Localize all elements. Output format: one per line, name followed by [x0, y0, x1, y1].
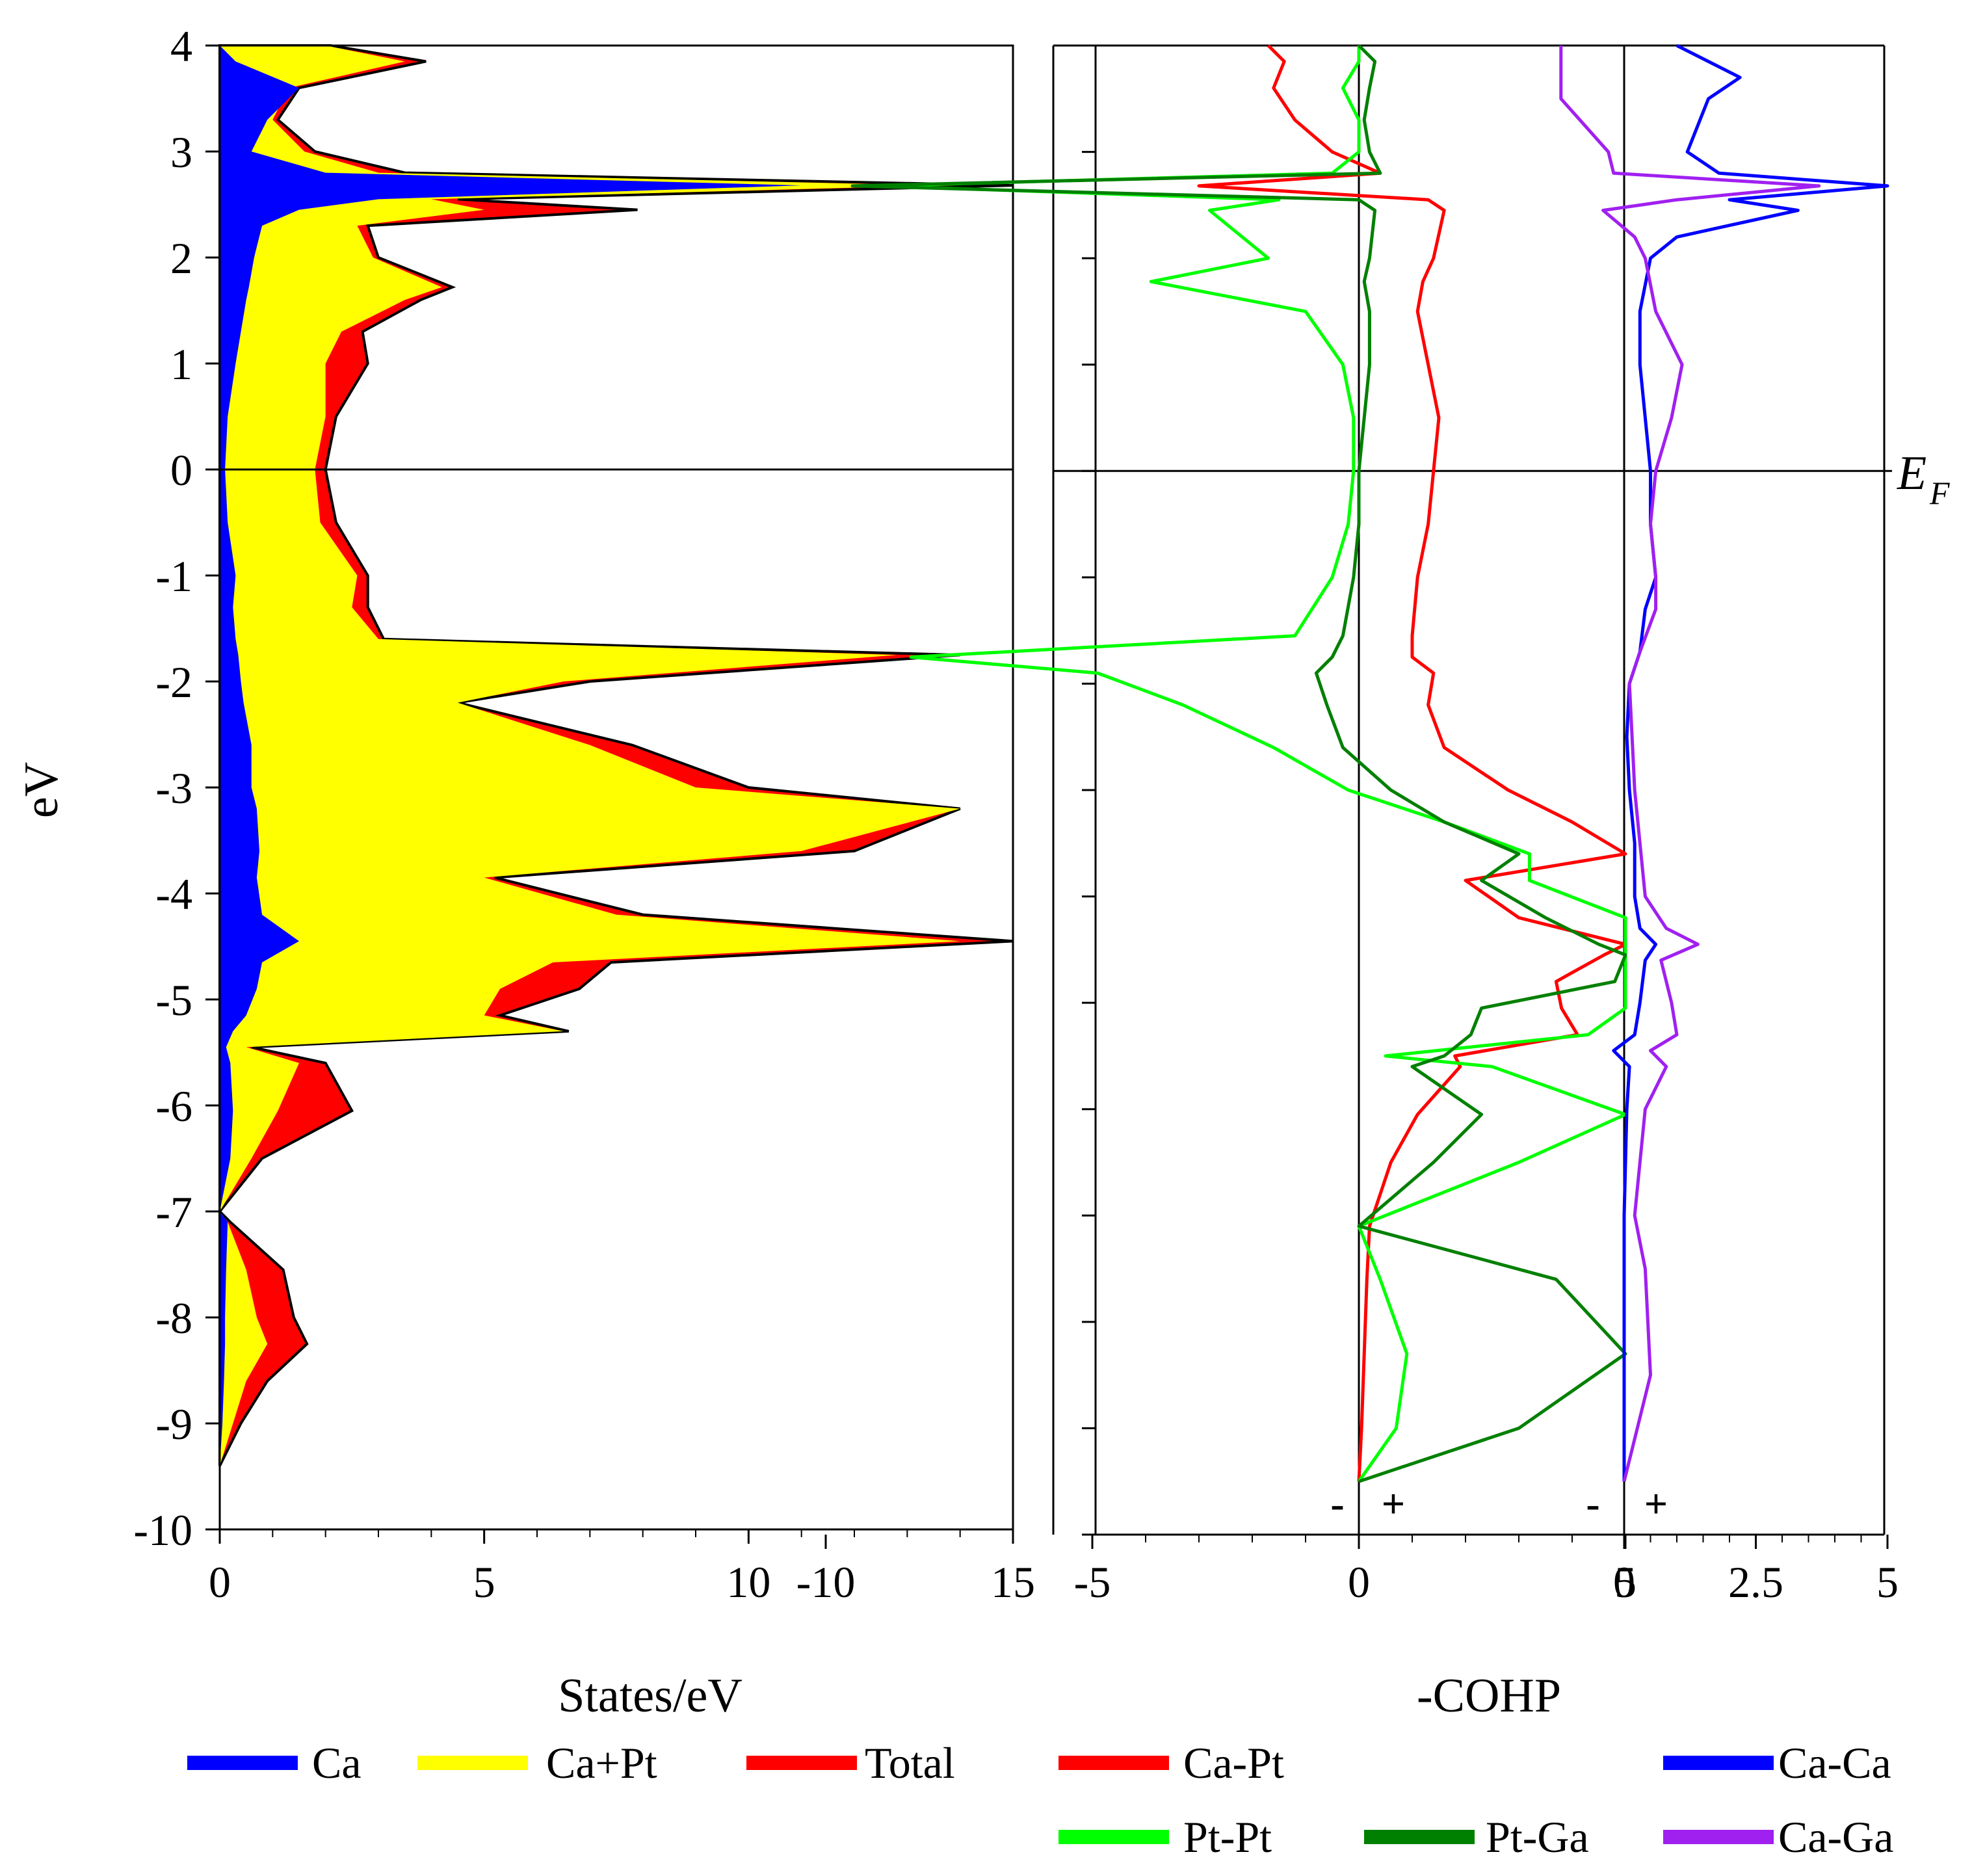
- cohp-line-pt-ga: [850, 44, 1627, 1483]
- legend-item-pt-pt: Pt-Pt: [1058, 1812, 1272, 1862]
- dos-y-tick-label: -3: [155, 763, 192, 813]
- dos-y-tick-label: -7: [155, 1187, 192, 1237]
- dos-x-tick-label: 15: [991, 1557, 1035, 1607]
- legend-swatch-ca-ca: [1663, 1756, 1774, 1770]
- dos-area-ca-plus-pt: [220, 46, 960, 1466]
- cohp-left-plus-sign: +: [1382, 1481, 1405, 1527]
- legend: Ca Ca+Pt Total Ca-Pt Ca-Ca Pt-Pt Pt-Ga: [187, 1738, 1893, 1862]
- dos-y-tick-label: -6: [155, 1081, 192, 1131]
- legend-item-ca-pt: Ca+Pt: [417, 1738, 657, 1788]
- dos-x-axis-label: States/eV: [558, 1669, 743, 1723]
- dos-y-tick-label: -1: [155, 551, 192, 601]
- legend-swatch-total: [746, 1756, 857, 1770]
- cohp-x-tick-label: 5: [1614, 1557, 1637, 1607]
- cohp-right-plus-sign: +: [1644, 1481, 1668, 1527]
- legend-item-ca-pt-cohp: Ca-Pt: [1058, 1738, 1284, 1788]
- dos-x-tick-label: 10: [726, 1557, 770, 1607]
- cohp-x-tick-label: -5: [1074, 1557, 1111, 1607]
- cohp-x-tick-label: 0: [1613, 1557, 1635, 1607]
- legend-label-ca-ga: Ca-Ga: [1778, 1812, 1893, 1862]
- cohp-x-tick-label: 2.5: [1728, 1557, 1783, 1607]
- fermi-label-e: E: [1897, 447, 1926, 500]
- dos-y-tick-label: -8: [155, 1293, 192, 1343]
- cohp-x-axis-label: -COHP: [1417, 1669, 1561, 1723]
- y-axis-label: eV: [15, 762, 68, 818]
- cohp-right-minus-sign: -: [1586, 1481, 1599, 1527]
- legend-swatch-ca-pt: [417, 1756, 528, 1770]
- dos-y-tick-label: 2: [170, 233, 192, 283]
- legend-item-pt-ga: Pt-Ga: [1364, 1812, 1589, 1862]
- dos-y-tick-label: 3: [170, 127, 192, 177]
- legend-label-ca: Ca: [312, 1738, 362, 1788]
- dos-y-tick-label: -10: [133, 1505, 192, 1555]
- dos-y-tick-label: -4: [155, 869, 192, 919]
- dos-y-tick-label: 1: [170, 339, 192, 389]
- cohp-line-ca-pt: [1197, 44, 1627, 1482]
- dos-x-tick-label: 0: [209, 1557, 231, 1607]
- fermi-level-label: E F: [1897, 447, 1950, 511]
- legend-label-total: Total: [865, 1738, 955, 1788]
- legend-label-ca-ca: Ca-Ca: [1778, 1738, 1891, 1788]
- legend-item-total: Total: [746, 1738, 955, 1788]
- cohp-line-ca-ca: [1612, 44, 1889, 1482]
- cohp-line-pt-pt: [877, 46, 1627, 1483]
- dos-y-tick-label: -2: [155, 657, 192, 707]
- dos-y-tick-label: 0: [170, 445, 192, 495]
- dos-y-tick-label: 4: [170, 21, 192, 71]
- legend-swatch-ca-ga: [1663, 1830, 1774, 1844]
- legend-label-pt-pt: Pt-Pt: [1183, 1812, 1272, 1862]
- dos-x-tick-label: 5: [473, 1557, 495, 1607]
- cohp-x-tick-label: -10: [796, 1557, 856, 1607]
- fermi-label-sub: F: [1929, 475, 1950, 511]
- legend-item-ca: Ca: [187, 1738, 362, 1788]
- cohp-left-minus-sign: -: [1330, 1481, 1344, 1527]
- legend-swatch-pt-ga: [1364, 1830, 1475, 1844]
- cohp-panel: -10 -5 0 50 2.5 5: [796, 44, 1899, 1607]
- cohp-x-tick-label: 5: [1876, 1557, 1899, 1607]
- cohp-x-tick-label: 0: [1348, 1557, 1370, 1607]
- legend-label-ca-pt: Ca+Pt: [546, 1738, 657, 1788]
- cohp-line-ca-ga: [1559, 46, 1821, 1482]
- legend-swatch-pt-pt: [1058, 1830, 1169, 1844]
- legend-item-ca-ga: Ca-Ga: [1663, 1812, 1893, 1862]
- legend-label-ca-pt-cohp: Ca-Pt: [1183, 1738, 1284, 1788]
- legend-swatch-ca-pt-cohp: [1058, 1756, 1169, 1770]
- dos-area-ca: [220, 46, 802, 1466]
- legend-swatch-ca: [187, 1756, 298, 1770]
- dos-y-tick-label: -5: [155, 975, 192, 1025]
- legend-label-pt-ga: Pt-Ga: [1486, 1812, 1589, 1862]
- legend-item-ca-ca: Ca-Ca: [1663, 1738, 1891, 1788]
- dos-y-tick-label: -9: [155, 1399, 192, 1449]
